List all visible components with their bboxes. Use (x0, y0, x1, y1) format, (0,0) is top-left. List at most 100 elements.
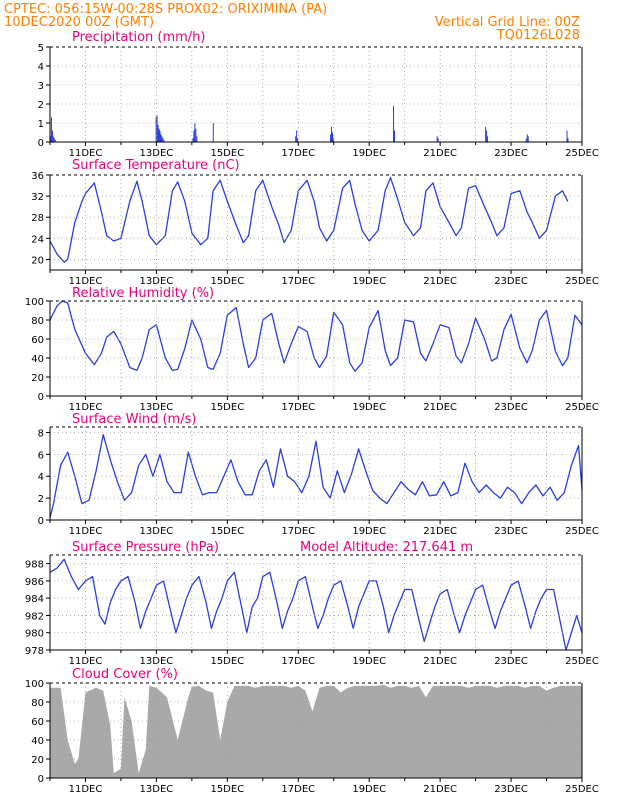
precipitation-bar (296, 130, 298, 142)
precipitation-bar (53, 138, 55, 142)
precipitation-bar (158, 128, 160, 142)
cloud-cover-ytick-label: 0 (38, 774, 44, 785)
pressure-xtick-label: 17DEC (281, 656, 315, 667)
precipitation-ytick-label: 2 (38, 100, 44, 111)
precipitation-xtick-label: 11DEC (69, 148, 103, 159)
cloud-cover-ytick-label: 100 (25, 679, 44, 690)
precipitation-bar (525, 138, 527, 142)
pressure-xtick-label: 23DEC (494, 656, 528, 667)
precipitation-bar (297, 138, 299, 142)
humidity-xtick-label: 21DEC (423, 402, 457, 413)
cloud-cover-ytick-label: 80 (31, 698, 44, 709)
wind-xtick-label: 17DEC (281, 526, 315, 537)
temperature-xtick-label: 17DEC (281, 276, 315, 287)
precipitation-xtick-label: 21DEC (423, 148, 457, 159)
wind-series-line (49, 434, 583, 518)
precipitation-ytick-label: 3 (38, 81, 44, 92)
precipitation-bar (394, 130, 396, 142)
pressure-series-line (49, 558, 583, 651)
temperature-panel: Surface Temperature (nC) 20 24 28 32 36 11DEC… (31, 158, 599, 287)
precipitation-bar (194, 123, 196, 142)
wind-xtick-label: 13DEC (140, 526, 174, 537)
pressure-title: Surface Pressure (hPa) (72, 540, 219, 555)
temperature-ytick-label: 24 (31, 234, 44, 245)
cloud-cover-xtick-label: 17DEC (281, 784, 315, 795)
precipitation-bar (485, 126, 487, 142)
humidity-xtick-label: 17DEC (281, 402, 315, 413)
temperature-xtick-label: 13DEC (140, 276, 174, 287)
precipitation-bar (526, 134, 528, 142)
precipitation-bar (332, 138, 334, 142)
precipitation-ytick-label: 5 (38, 43, 44, 54)
temperature-xtick-label: 15DEC (210, 276, 244, 287)
wind-ytick-label: 8 (38, 428, 44, 439)
wind-ytick-label: 4 (38, 472, 44, 483)
precipitation-bar (157, 124, 159, 142)
precipitation-bar (51, 130, 53, 142)
humidity-xtick-label: 11DEC (69, 402, 103, 413)
wind-ytick-label: 0 (38, 516, 44, 527)
precipitation-bar (437, 138, 439, 142)
precipitation-bar (50, 117, 52, 142)
pressure-panel: Surface Pressure (hPa) Model Altitude: 2… (25, 540, 599, 667)
precipitation-bar (163, 140, 165, 142)
pressure-xtick-label: 21DEC (423, 656, 457, 667)
precipitation-bar (330, 134, 332, 142)
precipitation-bar (196, 136, 198, 142)
temperature-ytick-label: 28 (31, 213, 44, 224)
wind-title: Surface Wind (m/s) (72, 412, 196, 427)
precipitation-bar (52, 136, 54, 142)
wind-xtick-label: 25DEC (565, 526, 599, 537)
precipitation-xtick-label: 17DEC (281, 148, 315, 159)
pressure-xtick-label: 25DEC (565, 656, 599, 667)
pressure-xtick-label: 11DEC (69, 656, 103, 667)
wind-xtick-label: 11DEC (69, 526, 103, 537)
precipitation-bar (487, 136, 489, 142)
cloud-cover-title: Cloud Cover (%) (72, 667, 178, 682)
precipitation-bar (161, 136, 163, 142)
humidity-ytick-label: 100 (25, 297, 44, 308)
cloud-cover-xtick-label: 15DEC (210, 784, 244, 795)
precipitation-ytick-label: 1 (38, 119, 44, 130)
cloud-cover-xtick-label: 21DEC (423, 784, 457, 795)
humidity-xtick-label: 19DEC (352, 402, 386, 413)
pressure-xtick-label: 19DEC (352, 656, 386, 667)
precipitation-bar (162, 138, 164, 142)
precipitation-title: Precipitation (mm/h) (72, 30, 205, 45)
precipitation-ytick-label: 0 (38, 138, 44, 149)
temperature-title: Surface Temperature (nC) (72, 158, 240, 173)
precipitation-xtick-label: 15DEC (210, 148, 244, 159)
wind-xtick-label: 15DEC (210, 526, 244, 537)
cloud-cover-xtick-label: 19DEC (352, 784, 386, 795)
model-altitude: Model Altitude: 217.641 m (300, 540, 473, 555)
precipitation-bar (193, 130, 195, 142)
precipitation-bar (159, 130, 161, 142)
wind-ytick-label: 2 (38, 494, 44, 505)
humidity-ytick-label: 40 (31, 354, 44, 365)
humidity-ytick-label: 80 (31, 316, 44, 327)
temperature-ytick-label: 32 (31, 192, 44, 203)
wind-xtick-label: 19DEC (352, 526, 386, 537)
header-location: CPTEC: 056:15W-00:28S PROX02: ORIXIMINA … (4, 2, 327, 17)
cloud-cover-xtick-label: 11DEC (69, 784, 103, 795)
humidity-panel: Relative Humidity (%) 0 20 40 60 80 100 11DEC 1… (25, 286, 599, 413)
temperature-xtick-label: 19DEC (352, 276, 386, 287)
precipitation-xtick-label: 19DEC (352, 148, 386, 159)
precipitation-bar (160, 134, 162, 142)
precipitation-bar (295, 136, 297, 142)
pressure-ytick-label: 982 (25, 611, 44, 622)
pressure-ytick-label: 988 (25, 560, 44, 571)
precipitation-panel: Precipitation (mm/h) 0 1 2 3 4 5 11DEC 13DEC 15D… (38, 30, 599, 159)
precipitation-xtick-label: 13DEC (140, 148, 174, 159)
precipitation-bar (331, 132, 333, 142)
precipitation-xtick-label: 25DEC (565, 148, 599, 159)
cloud-cover-panel: Cloud Cover (%) 0 20 40 60 80 100 11DEC 13DEC 15… (25, 667, 599, 795)
pressure-ytick-label: 984 (25, 594, 44, 605)
precipitation-bar (527, 136, 529, 142)
cloud-cover-area (50, 684, 582, 778)
temperature-series-line (49, 176, 569, 263)
humidity-series-line (49, 300, 583, 372)
precipitation-bar (212, 123, 214, 142)
precipitation-bar (436, 136, 438, 142)
